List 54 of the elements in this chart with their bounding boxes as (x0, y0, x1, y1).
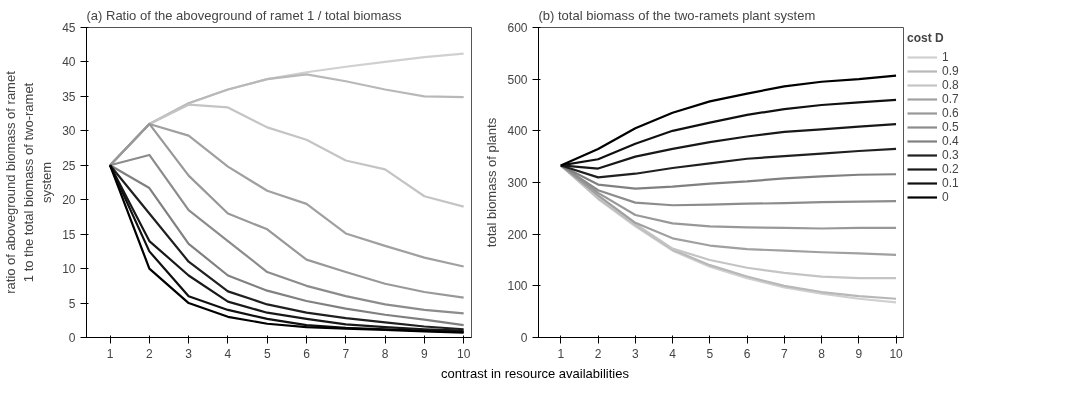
x-tick-label: 7 (342, 346, 350, 361)
y-tick-label: 0 (520, 331, 528, 345)
x-tick-label: 3 (632, 346, 639, 361)
x-tick-label: 6 (743, 346, 751, 361)
legend-label: 0.8 (942, 78, 960, 92)
y-tick-label: 30 (62, 124, 76, 139)
legend-label: 0.7 (942, 92, 960, 106)
y-tick-label: 500 (507, 72, 528, 87)
x-tick-label: 5 (263, 346, 271, 361)
legend-label: 0 (942, 190, 950, 204)
x-axis-title: contrast in resource availabilities (441, 365, 629, 383)
x-tick-label: 1 (557, 346, 565, 361)
x-tick-label: 9 (421, 346, 429, 361)
legend-label: 0.3 (942, 148, 960, 162)
x-tick-label: 2 (146, 346, 154, 361)
legend-label: 0.1 (942, 176, 960, 190)
y-tick-label: 25 (62, 158, 76, 173)
y-tick-label: 45 (62, 21, 76, 35)
x-tick-label: 2 (594, 346, 602, 361)
y-tick-label: 100 (507, 279, 528, 294)
x-tick-label: 3 (185, 346, 193, 361)
x-tick-label: 9 (855, 346, 863, 361)
x-tick-label: 8 (381, 346, 389, 361)
legend-label: 0.4 (942, 134, 960, 148)
chart-title: (a) Ratio of the aboveground of ramet 1 / total biomass (86, 7, 403, 23)
x-tick-label: 1 (106, 346, 114, 361)
y-tick-label: 200 (507, 227, 528, 242)
x-tick-label: 4 (224, 346, 232, 361)
x-tick-label: 8 (818, 346, 826, 361)
legend-title: cost D (907, 31, 945, 45)
x-tick-label: 10 (889, 346, 904, 361)
y-axis-title: ratio of aboveground biomass of ramet 1 to the total biomass of two-ramet system (3, 70, 55, 294)
legend-label: 0.6 (942, 106, 960, 120)
y-tick-label: 20 (62, 193, 76, 208)
y-tick-label: 15 (62, 227, 76, 242)
legend-label: 1 (942, 50, 950, 64)
y-tick-label: 10 (62, 262, 76, 277)
y-tick-label: 40 (62, 55, 76, 70)
legend-label: 0.5 (942, 120, 960, 134)
legend-label: 0.9 (942, 64, 960, 78)
x-tick-label: 10 (456, 346, 471, 361)
y-tick-label: 35 (62, 89, 76, 104)
y-tick-label: 0 (68, 331, 76, 345)
y-tick-label: 600 (507, 21, 528, 35)
y-tick-label: 300 (507, 176, 528, 190)
legend-label: 0.2 (942, 162, 960, 176)
x-tick-label: 6 (303, 346, 311, 361)
chart-title: (b) total biomass of the two-ramets plant system (538, 7, 816, 23)
x-tick-label: 5 (706, 346, 714, 361)
x-tick-label: 7 (780, 346, 788, 361)
y-tick-label: 400 (507, 124, 528, 139)
y-axis-title: total biomass of plants (484, 117, 500, 248)
x-tick-label: 4 (669, 346, 677, 361)
y-tick-label: 5 (68, 296, 76, 311)
